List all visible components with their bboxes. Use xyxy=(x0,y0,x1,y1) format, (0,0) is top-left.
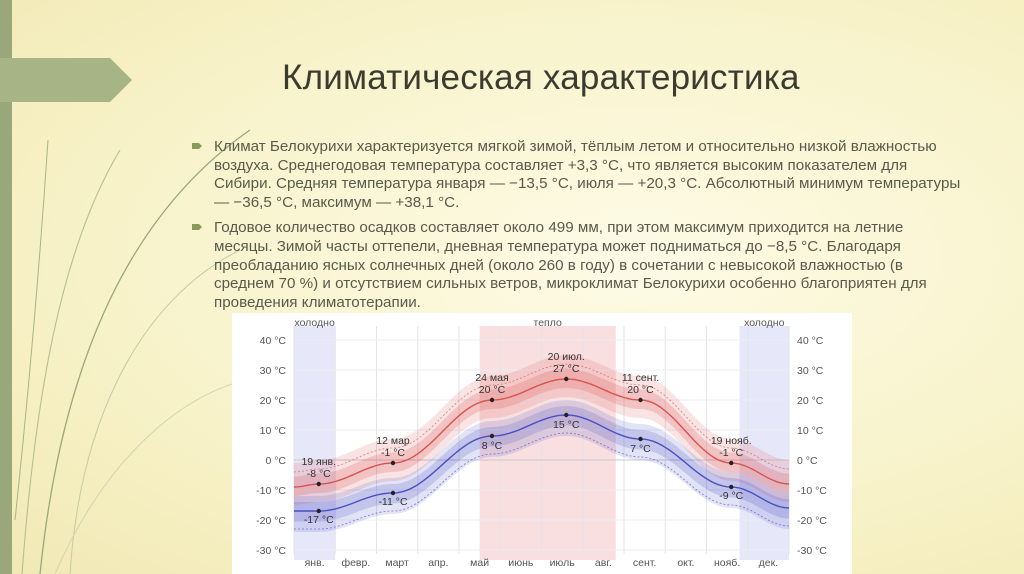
y-tick-label-right: 30 °C xyxy=(797,365,824,377)
x-tick-label: май xyxy=(470,557,489,569)
x-tick-label: авг. xyxy=(595,557,612,569)
zone-label: холодно xyxy=(294,317,335,329)
x-tick-label: дек. xyxy=(759,557,778,569)
y-tick-label-left: 20 °C xyxy=(260,395,287,407)
temperature-chart-svg: холодно тепло холодно 40 °C 40 °C 30 °C 30 °C 2… xyxy=(256,317,827,569)
x-tick-label: июнь xyxy=(508,557,534,569)
data-point xyxy=(390,490,396,496)
annotation-value: -1 °C xyxy=(381,447,405,459)
annotation-value: 8 °C xyxy=(482,440,503,452)
low-temperature-outer-band xyxy=(294,400,789,532)
annotation-value: 7 °C xyxy=(630,443,651,455)
x-tick-label: нояб. xyxy=(714,557,740,569)
data-point xyxy=(316,508,321,514)
zone-label: тепло xyxy=(534,317,562,329)
y-tick-label-left: -10 °C xyxy=(256,485,286,497)
paragraph-text: Климат Белокурихи характеризуется мягкой… xyxy=(214,138,961,211)
y-tick-label-left: 0 °C xyxy=(265,455,286,467)
high-temperature-outer-band xyxy=(294,355,789,505)
data-point xyxy=(316,481,321,487)
low-percentile-line xyxy=(294,432,790,530)
annotation-value: 20 °C xyxy=(627,384,654,396)
y-tick-label-right: -20 °C xyxy=(797,515,827,527)
annotation-date: 19 янв. xyxy=(301,456,336,468)
paragraph-precipitation: Годовое количество осадков составляет ок… xyxy=(192,219,962,312)
high-temperature-line xyxy=(293,378,790,488)
paragraph-climate: Климат Белокурихи характеризуется мягкой… xyxy=(192,138,962,212)
low-temperature-line xyxy=(294,414,790,512)
annotation-value: -17 °C xyxy=(304,514,334,526)
y-tick-label-left: 30 °C xyxy=(260,365,287,377)
high-temperature-inner-band xyxy=(294,368,789,496)
data-point xyxy=(638,436,643,442)
y-tick-label-right: -30 °C xyxy=(797,545,827,557)
bullet-icon xyxy=(192,224,202,231)
annotation-date: 12 мар xyxy=(376,435,410,447)
x-tick-label: март xyxy=(385,557,409,569)
y-tick-label-right: 10 °C xyxy=(797,425,824,437)
annotation-date: 24 мая xyxy=(475,372,508,384)
x-tick-label: июль xyxy=(550,557,576,569)
annotation-value: 27 °C xyxy=(553,363,580,375)
x-tick-label: янв. xyxy=(305,557,325,569)
data-point xyxy=(638,397,643,403)
annotation-date: 20 июл. xyxy=(548,351,585,363)
y-tick-label-left: 10 °C xyxy=(260,425,287,437)
slide-body: Климат Белокурихи характеризуется мягкой… xyxy=(192,138,962,319)
y-tick-label-right: 0 °C xyxy=(797,455,818,467)
data-point xyxy=(489,397,495,403)
title-arrow-shape xyxy=(0,58,132,102)
x-tick-label: февр. xyxy=(341,557,370,569)
annotation-value: -9 °C xyxy=(719,490,743,502)
annotation-value: 15 °C xyxy=(553,419,580,431)
temperature-chart: холодно тепло холодно 40 °C 40 °C 30 °C 30 °C 2… xyxy=(232,313,852,574)
slide-title: Климатическая характеристика xyxy=(282,58,800,97)
y-tick-label-right: 20 °C xyxy=(797,395,824,407)
data-point xyxy=(390,460,396,466)
high-percentile-line xyxy=(293,363,790,473)
annotation-date: 11 сент. xyxy=(622,372,659,384)
y-tick-label-left: -20 °C xyxy=(256,515,286,527)
zone-band xyxy=(294,326,336,560)
data-point xyxy=(564,412,569,418)
y-tick-label-right: -10 °C xyxy=(797,485,827,497)
y-tick-label-right: 40 °C xyxy=(797,335,824,347)
x-tick-label: окт. xyxy=(677,557,694,569)
zone-band xyxy=(479,326,616,560)
y-tick-label-left: -30 °C xyxy=(256,545,286,557)
y-tick-label-left: 40 °C xyxy=(260,335,287,347)
x-tick-label: апр. xyxy=(428,557,448,569)
data-point xyxy=(729,484,734,490)
zone-label: холодно xyxy=(744,317,785,329)
data-point xyxy=(489,433,495,439)
paragraph-text: Годовое количество осадков составляет ок… xyxy=(214,219,927,311)
bullet-icon xyxy=(192,143,202,149)
annotation-date: 19 нояб. xyxy=(711,435,752,447)
data-point xyxy=(564,376,569,382)
left-accent-band xyxy=(0,0,12,574)
annotation-value: 20 °C xyxy=(479,384,506,396)
decorative-lines xyxy=(14,129,251,574)
annotation-value: -11 °C xyxy=(378,496,408,508)
annotation-value: -1 °C xyxy=(719,447,743,459)
low-temperature-inner-band xyxy=(294,406,789,522)
x-tick-label: сент. xyxy=(633,557,656,569)
data-point xyxy=(729,460,734,466)
annotation-value: -8 °C xyxy=(307,468,331,480)
